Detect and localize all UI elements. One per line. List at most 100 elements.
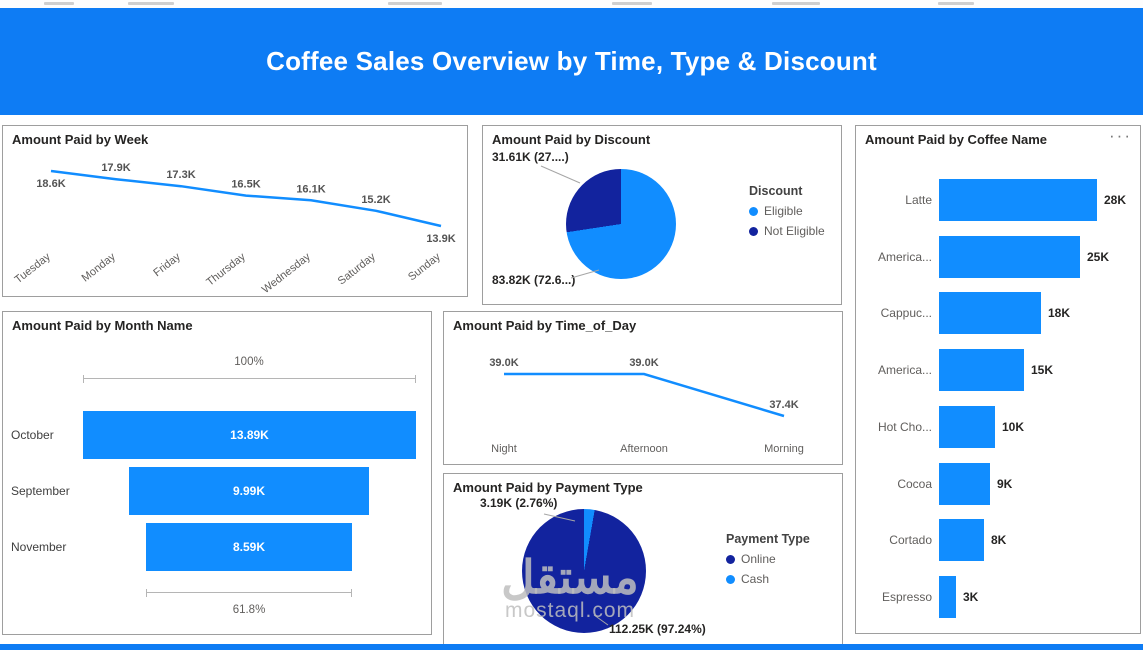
bar-row[interactable]: America... 15K bbox=[862, 349, 1136, 391]
funnel-bar[interactable]: 8.59K bbox=[146, 523, 352, 571]
value-label: 9K bbox=[997, 477, 1013, 491]
legend-label: Not Eligible bbox=[764, 224, 825, 238]
category-label: Cappuc... bbox=[880, 306, 932, 320]
category-label: Afternoon bbox=[620, 443, 668, 455]
line-series bbox=[50, 169, 442, 228]
value-label: 18K bbox=[1048, 306, 1071, 320]
bar[interactable] bbox=[939, 292, 1041, 334]
pie-label-cash: 3.19K (2.76%) bbox=[480, 496, 558, 510]
panel-title: Amount Paid by Discount bbox=[492, 132, 651, 147]
legend-bullet bbox=[726, 574, 735, 584]
bar[interactable] bbox=[939, 519, 984, 561]
category-label: Monday bbox=[80, 251, 119, 285]
category-label: September bbox=[11, 484, 70, 498]
value-label: 3K bbox=[963, 590, 979, 604]
value-label: 15K bbox=[1031, 363, 1054, 377]
bar[interactable] bbox=[939, 236, 1080, 278]
category-label: Night bbox=[491, 443, 517, 455]
bar-row[interactable]: America... 25K bbox=[862, 236, 1136, 278]
chrome-fragment bbox=[938, 2, 974, 5]
data-label: 13.9K bbox=[426, 233, 455, 245]
value-label: 8K bbox=[991, 533, 1007, 547]
legend-item-eligible[interactable]: Eligible bbox=[749, 204, 825, 218]
legend-bullet bbox=[726, 554, 735, 564]
category-label: America... bbox=[877, 250, 932, 264]
bar[interactable] bbox=[939, 179, 1097, 221]
legend-bullet bbox=[749, 226, 758, 236]
category-label: Latte bbox=[905, 193, 932, 207]
value-label: 28K bbox=[1104, 193, 1127, 207]
line-series bbox=[504, 372, 785, 418]
category-label: Saturday bbox=[336, 251, 378, 288]
bottom-percent-label: 61.8% bbox=[232, 604, 266, 616]
legend-label: Online bbox=[741, 552, 776, 566]
panel-title: Amount Paid by Month Name bbox=[12, 318, 193, 333]
value-label: 10K bbox=[1002, 420, 1025, 434]
legend-bullet bbox=[749, 206, 758, 216]
panel-month-name: Amount Paid by Month Name 100% 13.89K Oct… bbox=[2, 311, 432, 635]
legend: Payment Type Online Cash bbox=[726, 532, 810, 592]
legend-title: Discount bbox=[749, 184, 803, 198]
chrome-fragment bbox=[612, 2, 652, 5]
data-label: 39.0K bbox=[489, 357, 518, 369]
data-label: 16.5K bbox=[231, 179, 260, 191]
bottom-bracket bbox=[146, 589, 352, 597]
bar-row[interactable]: Latte 28K bbox=[862, 179, 1136, 221]
bar-row[interactable]: Cappuc... 18K bbox=[862, 292, 1136, 334]
bar-row[interactable]: Hot Cho... 10K bbox=[862, 406, 1136, 448]
legend-title: Payment Type bbox=[726, 532, 810, 546]
panel-week: Amount Paid by Week 18.6K Tuesday 17.9K Mon… bbox=[2, 125, 468, 297]
category-label: America... bbox=[877, 363, 932, 377]
category-label: Espresso bbox=[881, 590, 932, 604]
panel-title: Amount Paid by Week bbox=[12, 132, 149, 147]
chrome-fragment bbox=[772, 2, 820, 5]
category-label: Thursday bbox=[204, 251, 248, 289]
bar-row[interactable]: Cocoa 9K bbox=[862, 463, 1136, 505]
funnel-bar[interactable]: 9.99K bbox=[129, 467, 369, 515]
bar[interactable] bbox=[939, 576, 956, 618]
panel-coffee-name: Amount Paid by Coffee Name ··· Latte 28K A… bbox=[855, 125, 1141, 634]
data-label: 18.6K bbox=[36, 178, 65, 190]
report-header-banner: Coffee Sales Overview by Time, Type & Di… bbox=[0, 8, 1143, 115]
chrome-fragment bbox=[44, 2, 74, 5]
bar[interactable] bbox=[939, 406, 995, 448]
legend-item-not-eligible[interactable]: Not Eligible bbox=[749, 224, 825, 238]
coffee-bar-chart[interactable]: Latte 28K America... 25K Cappuc... 18K America… bbox=[856, 126, 1140, 633]
bar[interactable] bbox=[939, 349, 1024, 391]
more-options-icon[interactable]: ··· bbox=[1109, 126, 1132, 145]
data-label: 39.0K bbox=[629, 357, 658, 369]
data-label: 15.2K bbox=[361, 194, 390, 206]
panel-time-of-day: Amount Paid by Time_of_Day 39.0K Night 39.… bbox=[443, 311, 843, 465]
payment-pie-chart[interactable] bbox=[522, 509, 646, 633]
report-title: Coffee Sales Overview by Time, Type & Di… bbox=[266, 46, 877, 76]
bar-row[interactable]: Espresso 3K bbox=[862, 576, 1136, 618]
category-label: October bbox=[11, 428, 54, 442]
pie-label-online: 112.25K (97.24%) bbox=[609, 622, 706, 636]
category-label: Cocoa bbox=[897, 477, 932, 491]
data-label: 16.1K bbox=[296, 183, 325, 195]
legend-item-online[interactable]: Online bbox=[726, 552, 810, 566]
legend-label: Cash bbox=[741, 572, 770, 586]
pie-label-not-eligible: 31.61K (27....) bbox=[492, 150, 569, 164]
data-label: 37.4K bbox=[769, 399, 798, 411]
time-of-day-line-chart[interactable]: 39.0K Night 39.0K Afternoon 37.4K Morning bbox=[444, 312, 842, 464]
category-label: Friday bbox=[151, 251, 183, 280]
data-label: 17.9K bbox=[101, 162, 130, 174]
category-label: Cortado bbox=[889, 533, 932, 547]
funnel-bar[interactable]: 13.89K bbox=[83, 411, 416, 459]
legend: Discount Eligible Not Eligible bbox=[749, 184, 825, 244]
week-line-chart[interactable]: 18.6K Tuesday 17.9K Monday 17.3K Friday 16.5K T… bbox=[3, 126, 467, 296]
discount-pie-chart[interactable] bbox=[566, 169, 676, 279]
legend-item-cash[interactable]: Cash bbox=[726, 572, 810, 586]
panel-title: Amount Paid by Coffee Name bbox=[865, 132, 1048, 147]
category-label: Morning bbox=[764, 443, 804, 455]
chrome-fragment bbox=[128, 2, 174, 5]
data-label: 17.3K bbox=[166, 169, 195, 181]
panel-title: Amount Paid by Time_of_Day bbox=[453, 318, 637, 333]
pie-label-eligible: 83.82K (72.6...) bbox=[492, 273, 576, 287]
category-label: Sunday bbox=[406, 251, 443, 284]
category-label: November bbox=[11, 540, 67, 554]
bar-row[interactable]: Cortado 8K bbox=[862, 519, 1136, 561]
bar[interactable] bbox=[939, 463, 990, 505]
